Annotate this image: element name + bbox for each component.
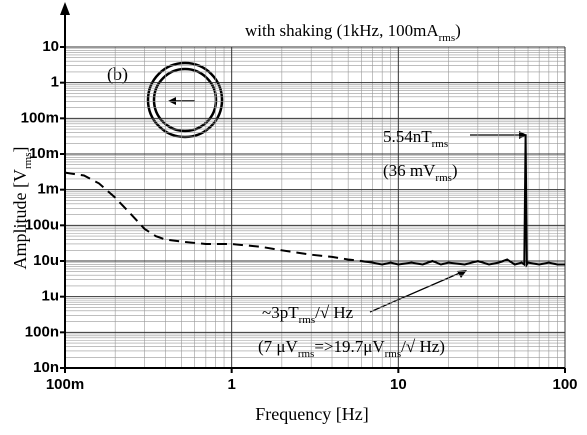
annotation-part: ) — [452, 161, 458, 180]
panel-label: (b) — [107, 64, 128, 85]
y-axis-label: Amplitude [Vrms] — [10, 147, 34, 270]
x-tick-label: 1 — [227, 376, 235, 393]
chart-title: with shaking (1kHz, 100mArms) — [245, 21, 461, 44]
chart-title-part: with shaking (1kHz, 100mA — [245, 21, 439, 40]
y-tick-label: 1u — [41, 288, 59, 305]
y-tick-label: 1 — [51, 74, 59, 91]
annotation-part: ~3pT — [262, 303, 299, 322]
annotation: ~3pTrms/√ Hz — [262, 303, 354, 326]
chart-title-part: rms — [439, 32, 456, 44]
annotation-part: rms — [385, 348, 402, 360]
y-tick-label: 100n — [25, 323, 59, 340]
x-tick-label: 100m — [46, 376, 84, 393]
y-axis-label-part: ] — [10, 147, 30, 153]
y-tick-label: 100m — [21, 109, 59, 126]
annotation-part: /√ Hz) — [401, 337, 445, 356]
annotation-part: (36 mV — [383, 161, 436, 180]
y-tick-label: 10n — [33, 359, 59, 376]
data-line — [64, 171, 362, 262]
annotation-part: rms — [435, 172, 452, 184]
x-tick-label: 100 — [552, 376, 577, 393]
annotation-part: rms — [432, 138, 449, 150]
y-tick-label: 10u — [33, 252, 59, 269]
annotation-part: rms — [299, 314, 316, 326]
annotation: 5.54nTrms — [383, 127, 448, 150]
data-line — [361, 134, 565, 268]
y-tick-label: 1m — [37, 181, 59, 198]
y-tick-label: 10m — [29, 145, 59, 162]
annotation-part: 5.54nT — [383, 127, 432, 146]
annotation-part: rms — [298, 348, 315, 360]
y-tick-label: 10 — [42, 38, 59, 55]
y-axis-label-part: Amplitude [V — [10, 169, 30, 270]
y-tick-label: 100u — [25, 216, 59, 233]
annotation-part: /√ Hz — [315, 303, 354, 322]
ring-icon — [146, 61, 224, 139]
annotation: (7 μVrms=>19.7μVrms/√ Hz) — [258, 337, 445, 360]
x-tick-label: 10 — [390, 376, 407, 393]
annotation-part: =>19.7μV — [314, 337, 385, 356]
annotation: (36 mVrms) — [383, 161, 458, 184]
annotation-part: (7 μV — [258, 337, 299, 356]
y-axis-arrow — [60, 2, 70, 15]
chart-title-part: ) — [455, 21, 461, 40]
x-axis-label: Frequency [Hz] — [255, 404, 368, 424]
y-axis-label-part: rms — [22, 153, 34, 170]
